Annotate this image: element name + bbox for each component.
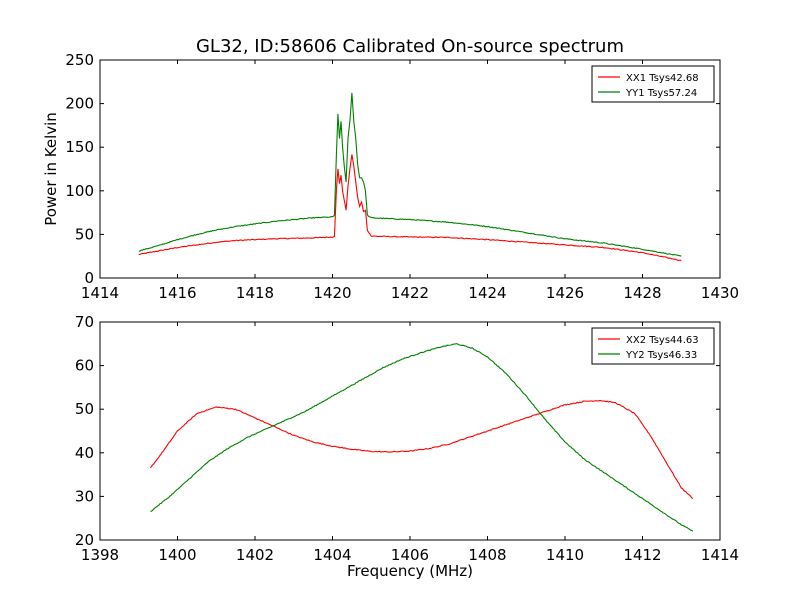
series-line-1-1 bbox=[138, 154, 682, 262]
y-axis-title: Power in Kelvin bbox=[42, 112, 60, 226]
legend: XX1 Tsys42.68 YY1 Tsys57.24 bbox=[591, 65, 715, 103]
y-tick-label: 40 bbox=[75, 444, 94, 462]
chart-panel-1: 1414 1416 1418 1420 1422 1424 1426 1428 1430 0 50 1… bbox=[42, 36, 739, 302]
y-tick-label: 250 bbox=[65, 51, 94, 69]
legend-label: YY2 Tsys46.33 bbox=[625, 350, 697, 361]
x-tick-label: 1428 bbox=[623, 284, 661, 302]
x-tick-label: 1414 bbox=[701, 546, 739, 564]
series-line-2-1 bbox=[149, 400, 694, 500]
chart-panel-2: 1398 1400 1402 1404 1406 1408 1410 1412 1414 20 30… bbox=[75, 313, 739, 580]
legend-box bbox=[591, 327, 715, 365]
y-tick-label: 30 bbox=[75, 487, 94, 505]
x-tick-label: 1412 bbox=[623, 546, 661, 564]
x-axis-title: Frequency (MHz) bbox=[347, 562, 473, 580]
y-tick-label: 60 bbox=[75, 357, 94, 375]
legend-label: YY1 Tsys57.24 bbox=[625, 88, 697, 99]
x-tick-label: 1422 bbox=[391, 284, 429, 302]
x-tick-label: 1408 bbox=[468, 546, 506, 564]
x-tick-label: 1430 bbox=[701, 284, 739, 302]
y-tick-label: 50 bbox=[75, 400, 94, 418]
y-tick-label: 70 bbox=[75, 313, 94, 331]
x-tick-label: 1424 bbox=[468, 284, 506, 302]
series-line-1-2 bbox=[138, 92, 682, 257]
x-tick-label: 1414 bbox=[81, 284, 119, 302]
y-tick-label: 0 bbox=[84, 269, 94, 287]
legend-box bbox=[591, 65, 715, 103]
y-tick-label: 50 bbox=[75, 225, 94, 243]
x-tick-label: 1402 bbox=[236, 546, 274, 564]
x-tick-label: 1400 bbox=[158, 546, 196, 564]
x-tick-label: 1418 bbox=[236, 284, 274, 302]
chart-title: GL32, ID:58606 Calibrated On-source spec… bbox=[196, 36, 624, 57]
y-tick-label: 200 bbox=[65, 95, 94, 113]
x-tick-label: 1410 bbox=[546, 546, 584, 564]
y-tick-label: 100 bbox=[65, 182, 94, 200]
x-tick-label: 1404 bbox=[313, 546, 351, 564]
x-tick-label: 1416 bbox=[158, 284, 196, 302]
legend: XX2 Tsys44.63 YY2 Tsys46.33 bbox=[591, 327, 715, 365]
legend-label: XX1 Tsys42.68 bbox=[626, 73, 699, 84]
x-tick-label: 1398 bbox=[81, 546, 119, 564]
x-tick-label: 1426 bbox=[546, 284, 584, 302]
y-tick-label: 20 bbox=[75, 531, 94, 549]
legend-label: XX2 Tsys44.63 bbox=[626, 335, 699, 346]
y-tick-label: 150 bbox=[65, 138, 94, 156]
x-tick-label: 1406 bbox=[391, 546, 429, 564]
series-line-2-2 bbox=[150, 343, 694, 532]
x-tick-label: 1420 bbox=[313, 284, 351, 302]
